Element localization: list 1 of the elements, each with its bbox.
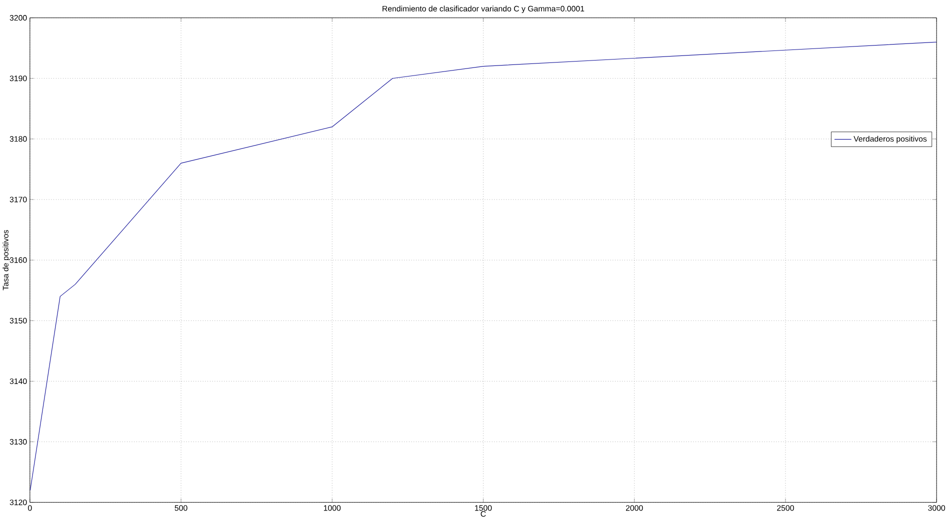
line-series [30, 42, 937, 490]
